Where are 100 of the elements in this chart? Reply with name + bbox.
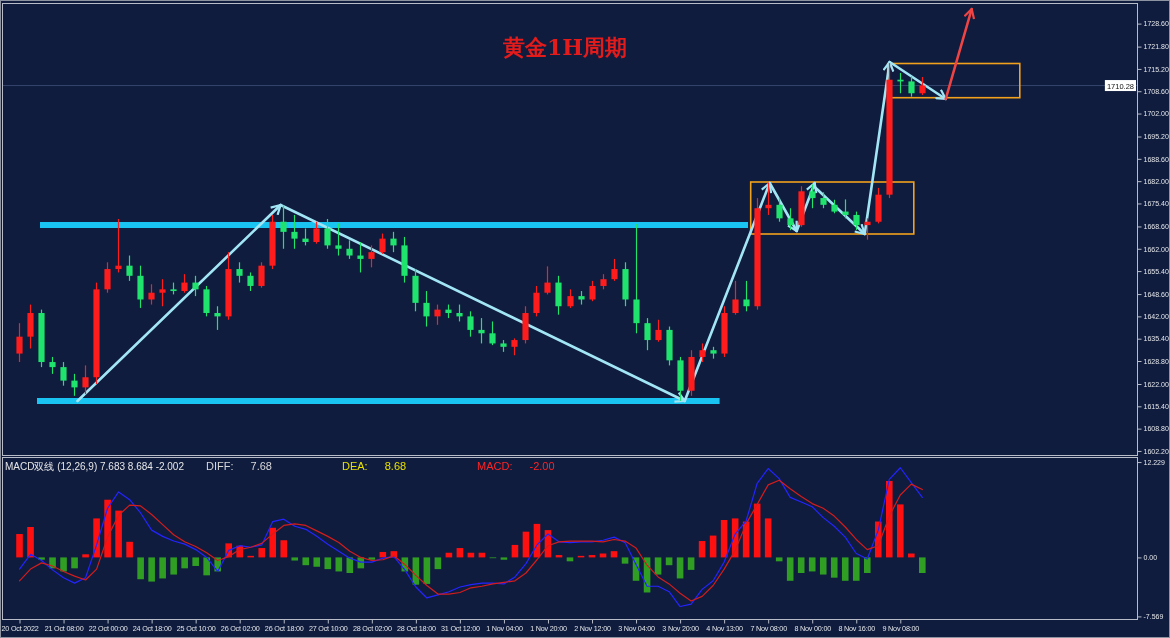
candlestick [908,75,915,98]
candlestick [423,290,430,328]
bar [819,557,827,575]
bar [159,557,166,579]
candlestick [280,204,287,250]
candlestick [203,285,210,317]
bar [115,510,122,558]
bar [500,557,508,560]
candlestick [567,288,574,309]
candlestick [732,280,739,316]
bar [313,557,321,567]
bar [885,481,893,558]
bar [16,534,23,558]
candlestick [313,221,320,245]
bar [665,557,673,566]
candlestick [589,280,596,302]
candlestick [181,273,188,294]
candlestick [137,265,144,309]
bar [148,557,155,582]
bar [203,557,210,576]
candlestick [787,207,794,231]
bar [137,557,144,580]
bar [786,557,794,581]
candlestick [236,261,243,284]
candlestick [489,320,496,346]
candlestick [148,283,155,306]
candlestick [699,342,706,363]
bar [126,541,133,558]
candlestick [864,217,871,241]
bar [841,557,849,581]
bar [27,527,34,558]
candlestick [159,278,166,307]
candlestick [743,280,750,312]
chart-title: MACD双线 (12,26,9) 7.683 8.684 -2.002 [5,460,185,472]
bar [764,518,772,558]
candlestick [544,265,551,296]
candlestick [765,181,772,216]
bar [797,557,805,573]
candlestick [71,373,78,397]
bar [863,557,871,573]
bar [775,557,783,562]
bar [181,557,188,569]
candlestick [478,317,485,345]
candlestick [27,303,34,350]
candlestick [192,275,199,297]
candlestick [335,222,342,257]
candlestick [346,239,353,260]
bar [423,557,431,584]
bar [291,557,299,561]
bar [852,557,860,581]
bar [830,557,838,578]
bar [621,557,629,564]
bar [566,557,574,562]
bar [676,557,684,579]
candlestick [379,232,386,255]
bar [654,557,662,575]
bar [71,557,78,569]
bar [60,557,67,572]
bar [687,557,695,570]
bar [302,557,310,566]
candlestick [291,214,298,250]
candlestick [842,198,849,219]
candlestick [368,244,375,268]
candlestick [60,361,67,387]
candlestick [533,285,540,317]
bar [434,557,442,570]
candlestick [258,261,265,289]
candlestick [247,271,254,292]
candlestick [115,218,122,274]
bar [82,554,89,558]
candlestick [555,275,562,316]
candlestick [611,258,618,282]
candlestick [655,319,662,343]
annotation: DEA: 8.68 [342,460,407,472]
candlestick [104,261,111,294]
candlestick [324,218,331,250]
annotation: DIFF: 7.68 [206,460,272,472]
bar [192,557,199,566]
candlestick [776,197,783,223]
bar [280,540,288,558]
candlestick [434,303,441,326]
candlestick [82,364,89,395]
candlestick [214,305,221,331]
bar [335,557,343,572]
bar [896,504,904,558]
candlestick [126,254,133,282]
bar [919,557,926,573]
candlestick [644,317,651,351]
candlestick [390,231,397,253]
text: 黄金1H周期 [501,34,628,60]
bar [258,548,266,558]
bar [170,557,177,575]
bar [324,557,332,570]
candlestick [853,210,860,231]
annotation: MACD: -2.00 [477,460,555,472]
bar [808,557,816,572]
candlestick [467,310,474,338]
candlestick [809,183,816,209]
candlestick [16,322,23,363]
bar [269,527,277,558]
